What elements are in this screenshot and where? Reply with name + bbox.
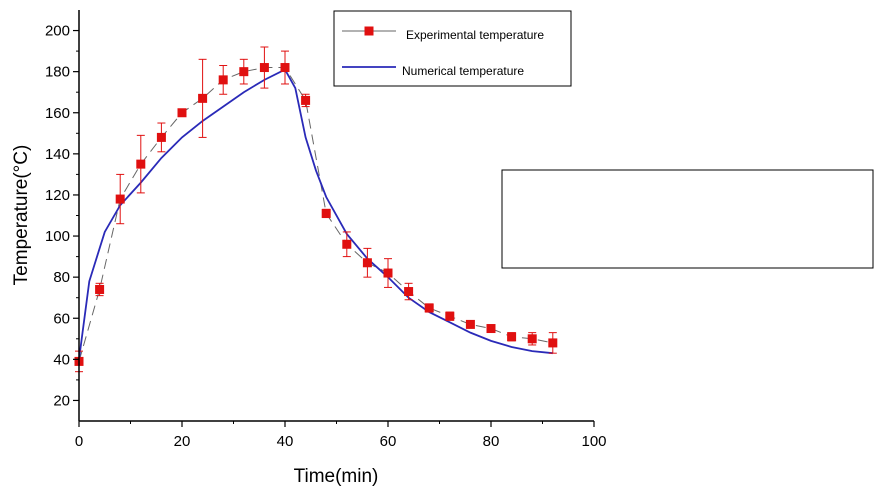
y-tick-label-5: 120 xyxy=(45,187,70,204)
x-tick-label-5: 100 xyxy=(581,433,606,450)
experimental-marker xyxy=(198,93,208,103)
axes: 0 20 40 60 80 100 20 40 60 80 100 120 140 160 180 200 xyxy=(45,10,607,450)
x-tick-label-3: 60 xyxy=(380,433,397,450)
experimental-point-1 xyxy=(95,282,105,297)
legend-numerical-label: Numerical temperature xyxy=(402,64,524,78)
experimental-marker xyxy=(156,132,166,142)
plot-area xyxy=(74,46,558,373)
experimental-marker xyxy=(136,159,146,169)
experimental-marker xyxy=(321,208,331,218)
experimental-point-11 xyxy=(301,93,311,108)
experimental-marker xyxy=(115,194,125,204)
y-tick-label-6: 140 xyxy=(45,146,70,163)
experimental-marker xyxy=(259,63,269,73)
numerical-temperature-line xyxy=(78,68,553,360)
x-tick-label-0: 0 xyxy=(75,433,83,450)
experimental-point-9 xyxy=(259,46,269,89)
experimental-point-13 xyxy=(342,231,352,258)
x-tick-label-1: 20 xyxy=(174,433,191,450)
y-tick-label-8: 180 xyxy=(45,64,70,81)
experimental-marker xyxy=(465,319,475,329)
experimental-marker xyxy=(177,108,187,118)
experimental-point-5 xyxy=(177,108,187,118)
experimental-point-18 xyxy=(445,311,455,321)
experimental-point-10 xyxy=(280,50,290,85)
experimental-point-22 xyxy=(527,332,537,346)
experimental-point-12 xyxy=(321,208,331,219)
experimental-marker xyxy=(527,334,537,344)
experimental-marker xyxy=(507,332,517,342)
experimental-point-4 xyxy=(156,122,166,153)
overlay-box xyxy=(501,169,874,269)
x-tick-label-2: 40 xyxy=(277,433,294,450)
experimental-marker xyxy=(218,75,228,85)
experimental-point-19 xyxy=(465,319,475,329)
y-tick-label-2: 60 xyxy=(53,310,70,327)
legend-experimental-marker xyxy=(364,26,374,36)
x-axis-title: Time(min) xyxy=(294,466,379,487)
y-tick-label-9: 200 xyxy=(45,23,70,40)
y-tick-label-0: 20 xyxy=(53,392,70,409)
experimental-marker xyxy=(404,287,414,297)
experimental-marker xyxy=(280,63,290,73)
y-tick-label-3: 80 xyxy=(53,269,70,286)
legend-box xyxy=(333,10,572,87)
experimental-point-8 xyxy=(239,58,249,85)
y-tick-label-4: 100 xyxy=(45,228,70,245)
y-axis-title: Temperature(°C) xyxy=(11,145,32,286)
experimental-marker xyxy=(383,268,393,278)
experimental-point-20 xyxy=(486,324,496,334)
experimental-point-6 xyxy=(198,58,208,138)
experimental-marker xyxy=(362,258,372,268)
experimental-marker xyxy=(239,67,249,77)
legend-experimental-label: Experimental temperature xyxy=(406,28,544,42)
experimental-marker xyxy=(342,239,352,249)
experimental-point-14 xyxy=(362,247,372,278)
y-tick-label-7: 160 xyxy=(45,105,70,122)
experimental-point-16 xyxy=(404,282,414,301)
experimental-point-7 xyxy=(218,64,228,95)
experimental-point-17 xyxy=(424,303,434,313)
experimental-point-21 xyxy=(507,332,517,342)
experimental-marker xyxy=(95,284,105,294)
experimental-point-3 xyxy=(136,134,146,194)
experimental-point-23 xyxy=(548,332,558,354)
y-tick-label-1: 40 xyxy=(53,351,70,368)
experimental-marker xyxy=(548,338,558,348)
experimental-point-15 xyxy=(383,258,393,288)
x-tick-label-4: 80 xyxy=(483,433,500,450)
experimental-marker xyxy=(486,324,496,334)
experimental-marker xyxy=(424,303,434,313)
experimental-point-2 xyxy=(115,173,125,225)
legend: Experimental temperature Numerical temper… xyxy=(333,10,572,87)
experimental-marker xyxy=(445,311,455,321)
experimental-marker xyxy=(301,95,311,105)
experimental-dashed-line xyxy=(78,67,553,362)
